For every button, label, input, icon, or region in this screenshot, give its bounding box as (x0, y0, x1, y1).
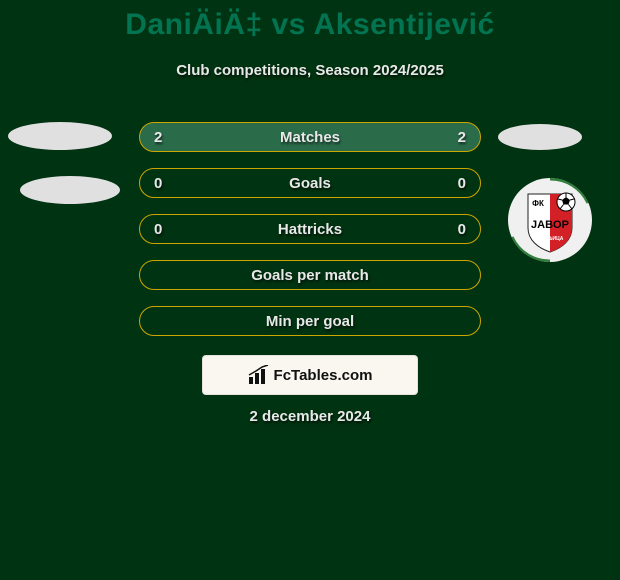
player2-club-badge: ФК JAВOP ИВАЊИЦА (508, 178, 592, 262)
stat-row-goals-per-match: Goals per match (139, 260, 481, 290)
stat-row-matches: 2 Matches 2 (139, 122, 481, 152)
bar-chart-icon (248, 365, 270, 385)
subtitle: Club competitions, Season 2024/2025 (0, 62, 620, 79)
stat-row-goals: 0 Goals 0 (139, 168, 481, 198)
stat-row-hattricks: 0 Hattricks 0 (139, 214, 481, 244)
player2-club-logo-placeholder (498, 124, 582, 150)
player1-club-logo-placeholder (8, 122, 112, 150)
footer-brand-text: FcTables.com (274, 367, 373, 384)
badge-bottom-text: ИВАЊИЦА (537, 236, 564, 242)
stat-right-value: 0 (436, 175, 466, 192)
badge-main-text: JAВOP (531, 219, 569, 231)
footer-date: 2 december 2024 (0, 408, 620, 425)
stat-left-value: 0 (154, 221, 184, 238)
club-badge-icon: ФК JAВOP ИВАЊИЦА (508, 178, 592, 262)
player1-second-logo-placeholder (20, 176, 120, 204)
footer-brand[interactable]: FcTables.com (202, 355, 418, 395)
stat-row-min-per-goal: Min per goal (139, 306, 481, 336)
stat-label: Goals (289, 175, 331, 192)
page-title: DaniÄiÄ‡ vs Aksentijević (0, 8, 620, 42)
stat-label: Goals per match (251, 267, 369, 284)
stat-right-value: 2 (436, 129, 466, 146)
stat-right-value: 0 (436, 221, 466, 238)
stat-label: Hattricks (278, 221, 342, 238)
stat-label: Min per goal (266, 313, 354, 330)
stat-left-value: 2 (154, 129, 184, 146)
badge-top-text: ФК (532, 199, 544, 208)
stat-left-value: 0 (154, 175, 184, 192)
stat-label: Matches (280, 129, 340, 146)
